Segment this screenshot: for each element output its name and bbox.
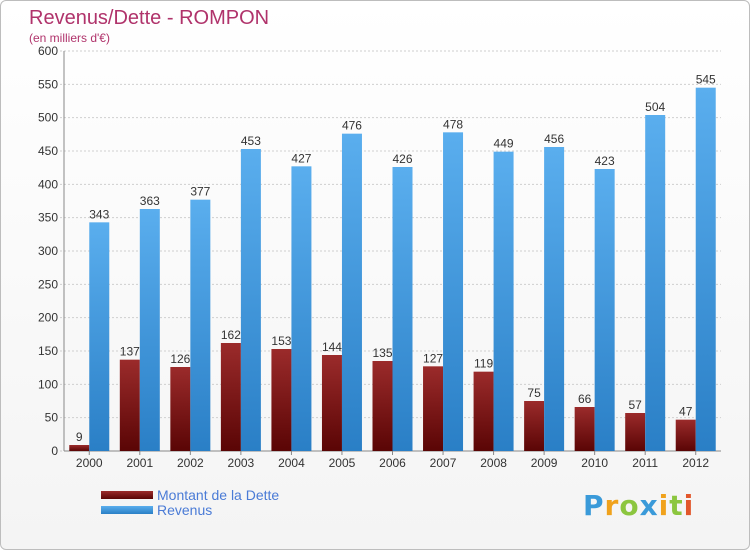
bar-revenus — [695, 87, 716, 452]
data-label-debt: 47 — [679, 405, 693, 419]
bar-debt — [271, 349, 292, 451]
bar-revenus — [291, 166, 312, 452]
legend-item-revenus: Revenus — [101, 501, 279, 518]
data-label-debt: 9 — [76, 430, 83, 444]
legend-label-revenus: Revenus — [157, 501, 213, 518]
logo-letter: i — [683, 489, 695, 522]
y-tick-label: 0 — [51, 444, 58, 458]
y-tick-label: 250 — [38, 277, 58, 291]
y-tick-label: 100 — [38, 377, 58, 391]
bar-debt — [473, 371, 494, 451]
data-label-revenus: 426 — [392, 152, 412, 166]
x-tick-label: 2008 — [480, 456, 507, 470]
data-label-debt: 127 — [423, 351, 443, 365]
bar-revenus — [341, 133, 362, 451]
data-label-revenus: 449 — [494, 137, 514, 151]
bar-revenus — [544, 147, 565, 451]
bar-debt — [423, 366, 444, 451]
data-label-revenus: 545 — [696, 73, 716, 87]
legend-swatch-debt — [101, 490, 153, 499]
logo-letter: x — [639, 489, 659, 522]
y-tick-label: 300 — [38, 244, 58, 258]
x-tick-label: 2000 — [76, 456, 103, 470]
bar-revenus — [392, 167, 413, 451]
logo-letter: i — [658, 489, 670, 522]
data-label-debt: 137 — [120, 345, 140, 359]
x-tick-label: 2004 — [278, 456, 305, 470]
x-tick-label: 2005 — [329, 456, 356, 470]
legend-swatch-revenus — [101, 505, 153, 514]
x-tick-label: 2010 — [581, 456, 608, 470]
bar-revenus — [645, 115, 666, 451]
bar-debt — [372, 361, 393, 451]
bar-debt — [119, 359, 140, 451]
x-tick-label: 2002 — [177, 456, 204, 470]
data-label-revenus: 423 — [595, 154, 615, 168]
data-label-debt: 144 — [322, 340, 342, 354]
x-tick-label: 2007 — [430, 456, 457, 470]
logo-letter: o — [619, 489, 640, 522]
x-tick-label: 2009 — [531, 456, 558, 470]
chart-title: Revenus/Dette - ROMPON — [29, 7, 270, 29]
x-tick-label: 2001 — [126, 456, 153, 470]
y-tick-label: 350 — [38, 211, 58, 225]
bar-revenus — [89, 222, 110, 451]
x-tick-label: 2003 — [228, 456, 255, 470]
bar-debt — [675, 419, 696, 451]
logo-letter: t — [669, 489, 684, 522]
legend-label-debt: Montant de la Dette — [157, 486, 280, 503]
data-label-debt: 162 — [221, 328, 241, 342]
bar-revenus — [443, 132, 464, 452]
data-label-debt: 119 — [474, 357, 493, 371]
data-label-debt: 66 — [578, 392, 592, 406]
bar-debt — [220, 343, 241, 451]
bar-revenus — [190, 199, 211, 451]
chart-subtitle: (en milliers d'€) — [29, 31, 110, 45]
data-label-revenus: 427 — [291, 151, 311, 165]
bar-debt — [524, 401, 545, 451]
y-tick-label: 500 — [38, 111, 58, 125]
data-label-debt: 57 — [629, 398, 643, 412]
data-label-debt: 126 — [170, 352, 190, 366]
y-tick-label: 200 — [38, 311, 58, 325]
legend: Montant de la Dette Revenus — [101, 486, 280, 518]
bar-debt — [321, 355, 342, 451]
data-label-revenus: 456 — [544, 132, 564, 146]
data-label-revenus: 377 — [190, 185, 210, 199]
y-tick-label: 150 — [38, 344, 58, 358]
bar-debt — [170, 367, 191, 451]
logo-letter: r — [604, 489, 620, 522]
y-tick-label: 400 — [38, 177, 58, 191]
data-label-revenus: 343 — [89, 207, 109, 221]
bar-debt — [625, 413, 646, 451]
bar-revenus — [493, 151, 514, 451]
proxiti-logo: Proxiti — [583, 489, 694, 522]
y-tick-label: 550 — [38, 77, 58, 91]
logo-letter: P — [583, 489, 605, 522]
data-label-revenus: 453 — [241, 134, 261, 148]
bar-revenus — [240, 149, 261, 451]
x-tick-label: 2012 — [682, 456, 709, 470]
data-label-revenus: 478 — [443, 117, 463, 131]
data-label-revenus: 363 — [140, 194, 160, 208]
y-tick-label: 450 — [38, 144, 58, 158]
data-label-revenus: 504 — [645, 100, 665, 114]
bar-debt — [69, 445, 90, 451]
bar-revenus — [594, 169, 615, 451]
y-tick-label: 50 — [45, 411, 59, 425]
legend-item-debt: Montant de la Dette — [101, 486, 280, 503]
bar-revenus — [139, 209, 160, 451]
x-tick-label: 2006 — [379, 456, 406, 470]
x-tick-label: 2011 — [632, 456, 658, 470]
data-label-debt: 75 — [527, 386, 541, 400]
data-label-revenus: 476 — [342, 119, 362, 133]
bar-debt — [574, 407, 595, 451]
data-label-debt: 153 — [271, 334, 291, 348]
y-tick-label: 600 — [38, 44, 58, 58]
data-label-debt: 135 — [372, 346, 392, 360]
